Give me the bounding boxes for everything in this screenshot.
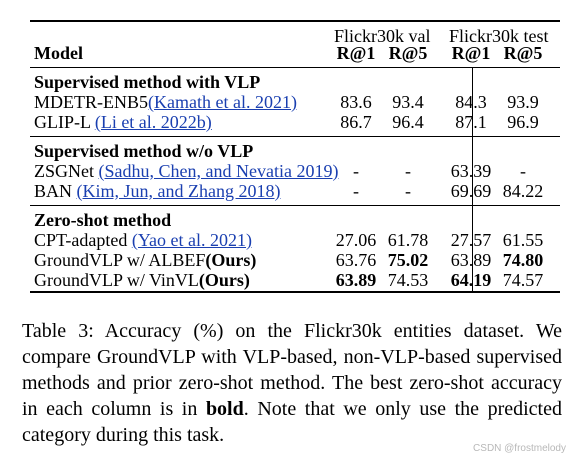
table-caption: Table 3: Accuracy (%) on the Flickr30k e…: [22, 318, 562, 448]
section-title: Supervised method with VLP: [34, 72, 261, 92]
cell-val-r5-best: 75.02: [387, 250, 429, 270]
header-val-r5: R@5: [388, 43, 428, 63]
cell-test-r1: 63.89: [450, 250, 492, 270]
table-row-model: MDETR-ENB5(Kamath et al. 2021): [34, 92, 297, 112]
cell-val-r1: 86.7: [340, 112, 372, 132]
table-row-model: GLIP-L (Li et al. 2022b): [34, 112, 212, 132]
cell-test-r1: 87.1: [455, 112, 487, 132]
cell-test-r1: 69.69: [450, 181, 492, 201]
header-test-group: Flickr30k test: [449, 26, 549, 46]
model-name: CPT-adapted: [34, 230, 128, 250]
caption-tail: . Note that we only use the predicted ca…: [22, 398, 562, 446]
header-val-r1: R@1: [336, 43, 376, 63]
header-test-r1: R@1: [451, 43, 491, 63]
table-row-model: GroundVLP w/ ALBEF(Ours): [34, 250, 256, 270]
cell-test-r5: 84.22: [502, 181, 544, 201]
cell-val-r1: -: [353, 181, 359, 201]
results-table: Model Flickr30k val Flickr30k test R@1 R…: [30, 20, 560, 300]
cell-test-r5: 61.55: [502, 230, 544, 250]
cell-val-r1-best: 63.89: [335, 270, 377, 290]
ours-tag: (Ours): [205, 250, 257, 270]
model-name: ZSGNet: [34, 161, 94, 181]
citation-link[interactable]: (Kim, Jun, and Zhang 2018): [76, 181, 281, 201]
cell-val-r5: 93.4: [392, 92, 424, 112]
cell-val-r1: 63.76: [335, 250, 377, 270]
cell-val-r1: 83.6: [340, 92, 372, 112]
cell-test-r5: 96.9: [507, 112, 539, 132]
top-rule: [30, 20, 560, 22]
header-test-r5: R@5: [503, 43, 543, 63]
cell-val-r1: 27.06: [335, 230, 377, 250]
section-title: Supervised method w/o VLP: [34, 141, 254, 161]
citation-link[interactable]: (Sadhu, Chen, and Nevatia 2019): [98, 161, 339, 181]
cell-test-r1: 63.39: [450, 161, 492, 181]
header-val-group: Flickr30k val: [334, 26, 431, 46]
cell-test-r1: 84.3: [455, 92, 487, 112]
table-row-model: CPT-adapted (Yao et al. 2021): [34, 230, 252, 250]
header-model: Model: [34, 43, 83, 63]
model-name: MDETR-ENB5: [34, 92, 148, 112]
cell-val-r5: -: [405, 161, 411, 181]
cell-val-r5: 61.78: [387, 230, 429, 250]
cell-val-r5: 74.53: [387, 270, 429, 290]
cell-test-r5: 93.9: [507, 92, 539, 112]
model-name: BAN: [34, 181, 73, 201]
model-name: GroundVLP w/ VinVL: [34, 270, 199, 290]
column-divider: [472, 68, 473, 291]
model-name: GLIP-L: [34, 112, 91, 132]
cell-val-r5: -: [405, 181, 411, 201]
citation-link[interactable]: (Li et al. 2022b): [94, 112, 212, 132]
cell-test-r1-best: 64.19: [450, 270, 492, 290]
citation-link[interactable]: (Yao et al. 2021): [131, 230, 252, 250]
cell-test-r5: 74.57: [502, 270, 544, 290]
citation-link[interactable]: (Kamath et al. 2021): [148, 92, 297, 112]
cell-test-r5: -: [520, 161, 526, 181]
ours-tag: (Ours): [198, 270, 250, 290]
caption-lead: Table 3: Accuracy (%) on the Flickr30k e…: [22, 320, 562, 420]
section-rule-1: [30, 136, 560, 137]
cell-val-r5: 96.4: [392, 112, 424, 132]
section-rule-2: [30, 205, 560, 206]
caption-bold-word: bold: [205, 398, 244, 420]
cell-test-r1: 27.57: [450, 230, 492, 250]
table-row-model: ZSGNet (Sadhu, Chen, and Nevatia 2019): [34, 161, 338, 181]
model-name: GroundVLP w/ ALBEF: [34, 250, 206, 270]
table-row-model: BAN (Kim, Jun, and Zhang 2018): [34, 181, 280, 201]
header-rule: [30, 67, 560, 68]
table-row-model: GroundVLP w/ VinVL(Ours): [34, 270, 250, 290]
bottom-rule: [30, 291, 560, 293]
watermark: CSDN @frostmelody: [473, 443, 566, 454]
section-title: Zero-shot method: [34, 210, 172, 230]
cell-test-r5-best: 74.80: [502, 250, 544, 270]
cell-val-r1: -: [353, 161, 359, 181]
